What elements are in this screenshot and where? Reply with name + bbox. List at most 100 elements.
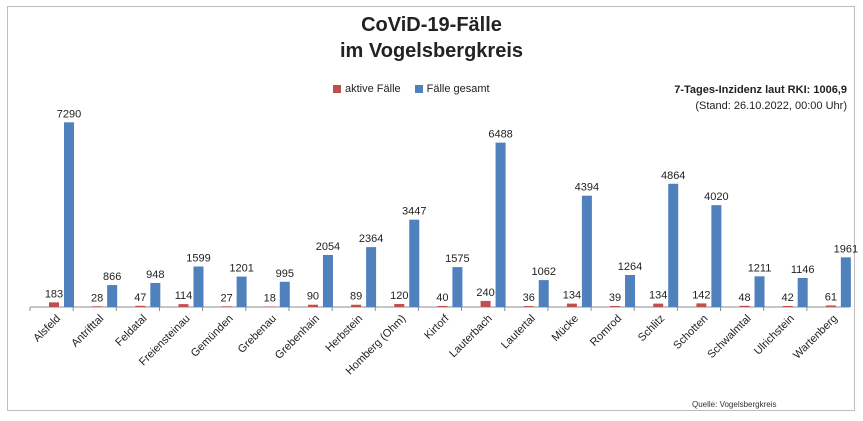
data-label-total: 866: [103, 271, 121, 283]
bar-active: [739, 305, 750, 307]
incidence-value: 7-Tages-Inzidenz laut RKI: 1006,9: [674, 84, 847, 96]
bar-active: [480, 300, 491, 307]
data-label-total: 995: [276, 268, 294, 280]
x-tick-label: Grebenau: [236, 313, 279, 356]
data-label-active: 142: [692, 289, 710, 301]
x-tick-label: Grebenhain: [273, 313, 322, 362]
x-tick-label: Herbstein: [323, 313, 365, 355]
x-tick-label: Romrod: [588, 313, 624, 349]
data-label-total: 1575: [445, 253, 469, 265]
x-tick-label: Alsfeld: [31, 313, 63, 345]
data-label-active: 27: [221, 292, 233, 304]
data-label-total: 1062: [531, 266, 555, 278]
bar-total: [366, 247, 377, 307]
source-note: Quelle: Vogelsbergkreis: [692, 400, 777, 409]
bar-total: [668, 183, 679, 307]
bar-active: [653, 303, 664, 307]
data-label-total: 7290: [57, 108, 81, 120]
bar-total: [495, 142, 506, 307]
bar-total: [193, 266, 204, 307]
legend-item-active: aktive Fälle: [333, 83, 401, 95]
bar-active: [92, 306, 103, 307]
bar-total: [797, 277, 808, 307]
x-tick-label: Schlitz: [636, 313, 667, 344]
bar-total: [711, 205, 722, 307]
data-label-total: 3447: [402, 206, 426, 218]
bar-total: [452, 267, 463, 307]
data-label-active: 28: [91, 292, 103, 304]
bar-active: [610, 306, 621, 307]
legend-swatch-total: [414, 85, 423, 93]
data-label-active: 183: [45, 288, 63, 300]
bar-active: [782, 305, 793, 307]
bar-total: [538, 280, 549, 307]
data-label-active: 89: [350, 291, 362, 303]
x-tick-label: Kirtorf: [422, 312, 452, 342]
legend-label-active: aktive Fälle: [345, 83, 401, 95]
x-tick-label: Lautertal: [499, 313, 538, 352]
data-label-active: 240: [476, 287, 494, 299]
data-label-total: 4864: [661, 170, 685, 182]
x-tick-label: Schwalmtal: [705, 313, 753, 361]
data-timestamp: (Stand: 26.10.2022, 00:00 Uhr): [695, 100, 847, 112]
data-label-total: 6488: [488, 129, 512, 141]
bar-active: [394, 303, 405, 307]
bar-active: [221, 306, 232, 307]
bar-total: [840, 257, 851, 307]
legend-label-total: Fälle gesamt: [426, 83, 490, 95]
chart-title: CoViD-19-Fälle: [361, 14, 502, 36]
x-tick-label: Gemünden: [189, 313, 236, 360]
bar-active: [307, 304, 318, 307]
legend-item-total: Fälle gesamt: [414, 83, 490, 95]
x-tick-label: Mücke: [550, 313, 581, 344]
bar-total: [64, 122, 74, 307]
x-tick-label: Lauterbach: [447, 313, 494, 360]
bar-total: [581, 195, 592, 307]
data-label-active: 47: [134, 292, 146, 304]
data-label-total: 2054: [316, 241, 340, 253]
data-label-active: 90: [307, 291, 319, 303]
bar-total: [107, 285, 118, 307]
bar-active: [135, 305, 146, 307]
incidence-info: 7-Tages-Inzidenz laut RKI: 1006,9 (Stand…: [674, 82, 847, 114]
data-label-total: 1264: [618, 261, 642, 273]
legend-swatch-active: [333, 85, 341, 93]
bar-active: [523, 306, 534, 307]
data-label-total: 1211: [748, 262, 772, 274]
x-tick-label: Ulrichstein: [752, 313, 797, 358]
data-label-total: 4020: [704, 191, 728, 203]
data-label-active: 48: [738, 292, 750, 304]
data-label-total: 2364: [359, 233, 383, 245]
bar-total: [754, 276, 765, 307]
data-label-active: 114: [175, 290, 193, 302]
bar-active: [825, 305, 836, 307]
data-label-total: 948: [146, 269, 164, 281]
bar-active: [437, 305, 448, 307]
data-label-total: 1146: [791, 264, 815, 276]
data-label-active: 40: [436, 292, 448, 304]
x-tick-label: Antrifttal: [69, 313, 106, 350]
bar-active: [696, 303, 707, 307]
data-label-active: 42: [782, 292, 794, 304]
legend: aktive Fälle Fälle gesamt: [333, 83, 504, 95]
x-tick-label: Feldatal: [113, 313, 149, 349]
bar-total: [279, 281, 290, 307]
chart-subtitle: im Vogelsbergkreis: [339, 40, 524, 62]
data-label-active: 120: [390, 290, 408, 302]
bar-total: [322, 254, 333, 307]
bar-total: [625, 274, 636, 307]
data-label-active: 39: [609, 292, 621, 304]
bar-total: [236, 276, 247, 307]
data-label-total: 1201: [229, 263, 253, 275]
bar-active: [566, 303, 577, 307]
bar-active: [178, 304, 189, 307]
data-label-total: 1599: [186, 252, 210, 264]
data-label-active: 61: [825, 291, 837, 303]
x-tick-label: Schotten: [671, 313, 710, 352]
bar-total: [409, 219, 420, 307]
data-label-active: 134: [563, 290, 581, 302]
data-label-active: 134: [649, 290, 667, 302]
data-label-total: 1961: [834, 243, 858, 255]
data-label-active: 36: [523, 292, 535, 304]
